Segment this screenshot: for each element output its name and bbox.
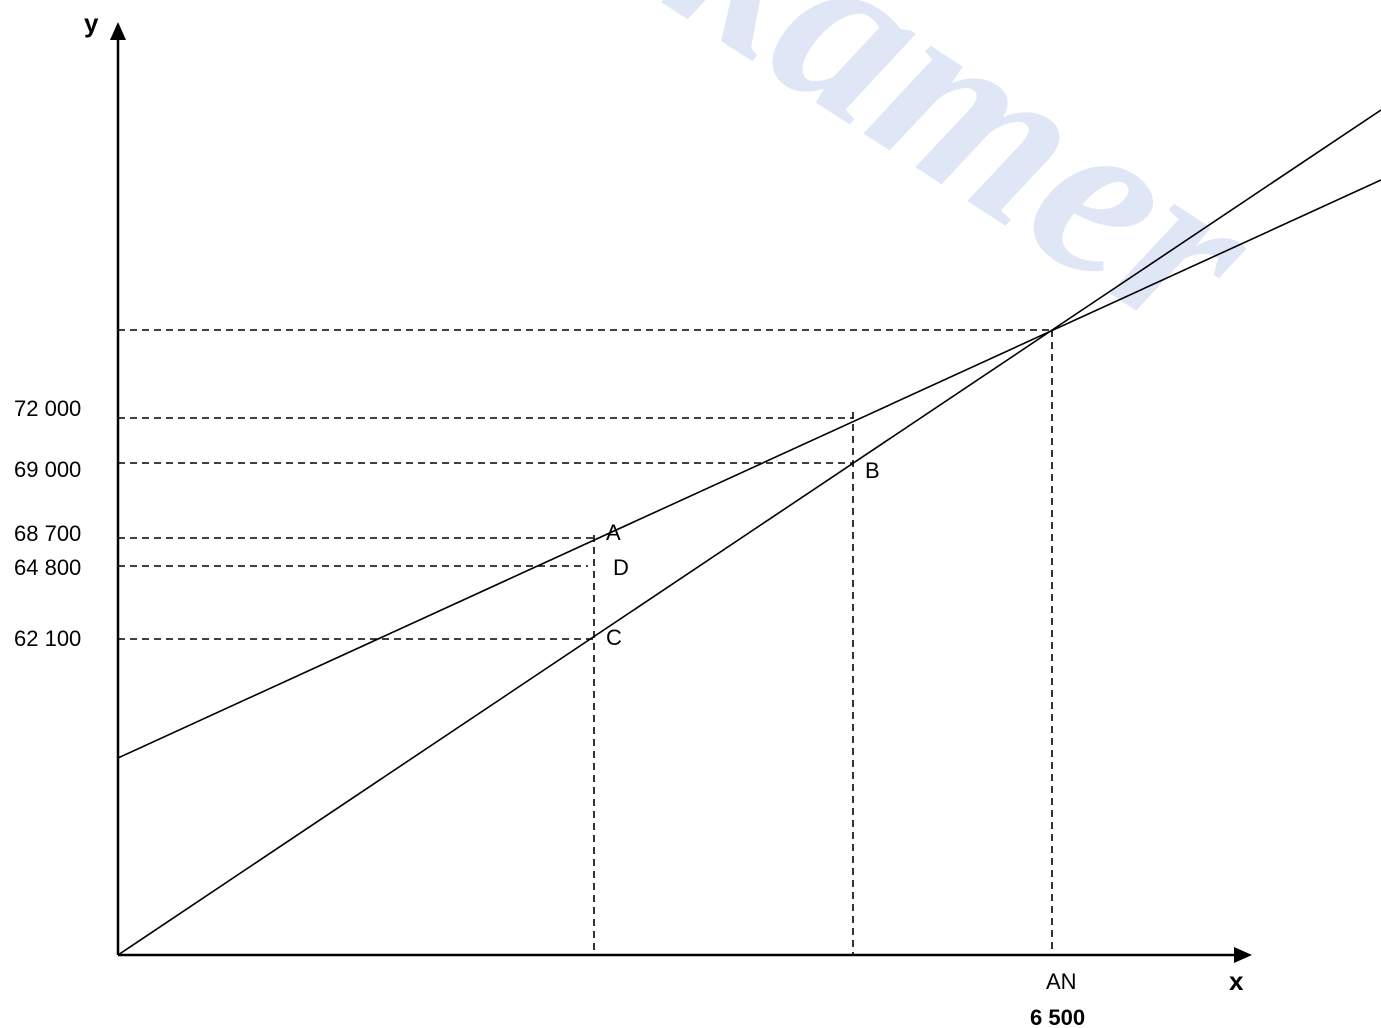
watermark: akamer: [529, 0, 1302, 387]
series-line-1: [117, 109, 1381, 956]
point-label-a: A: [606, 520, 621, 545]
point-label-c: C: [606, 625, 622, 650]
series-lines: [117, 109, 1381, 956]
x-axis-label: x: [1229, 966, 1244, 996]
y-tick-label: 72 000: [14, 396, 81, 421]
guide-lines: [118, 329, 1053, 955]
y-tick-label: 69 000: [14, 457, 81, 482]
point-label-d: D: [613, 555, 629, 580]
y-axis-label: y: [84, 8, 99, 38]
point-labels: A B C D: [606, 458, 880, 650]
x-axis-arrow-icon: [1234, 947, 1252, 963]
y-tick-label: 64 800: [14, 555, 81, 580]
series-line-2: [117, 179, 1381, 759]
y-tick-labels: 72 000 69 000 68 700 64 800 62 100: [14, 396, 81, 651]
y-tick-label: 68 700: [14, 521, 81, 546]
x-tick-label-value: 6 500: [1030, 1005, 1085, 1028]
y-axis-arrow-icon: [110, 22, 126, 40]
x-tick-label-name: AN: [1046, 969, 1077, 994]
point-label-b: B: [865, 458, 880, 483]
y-tick-label: 62 100: [14, 626, 81, 651]
